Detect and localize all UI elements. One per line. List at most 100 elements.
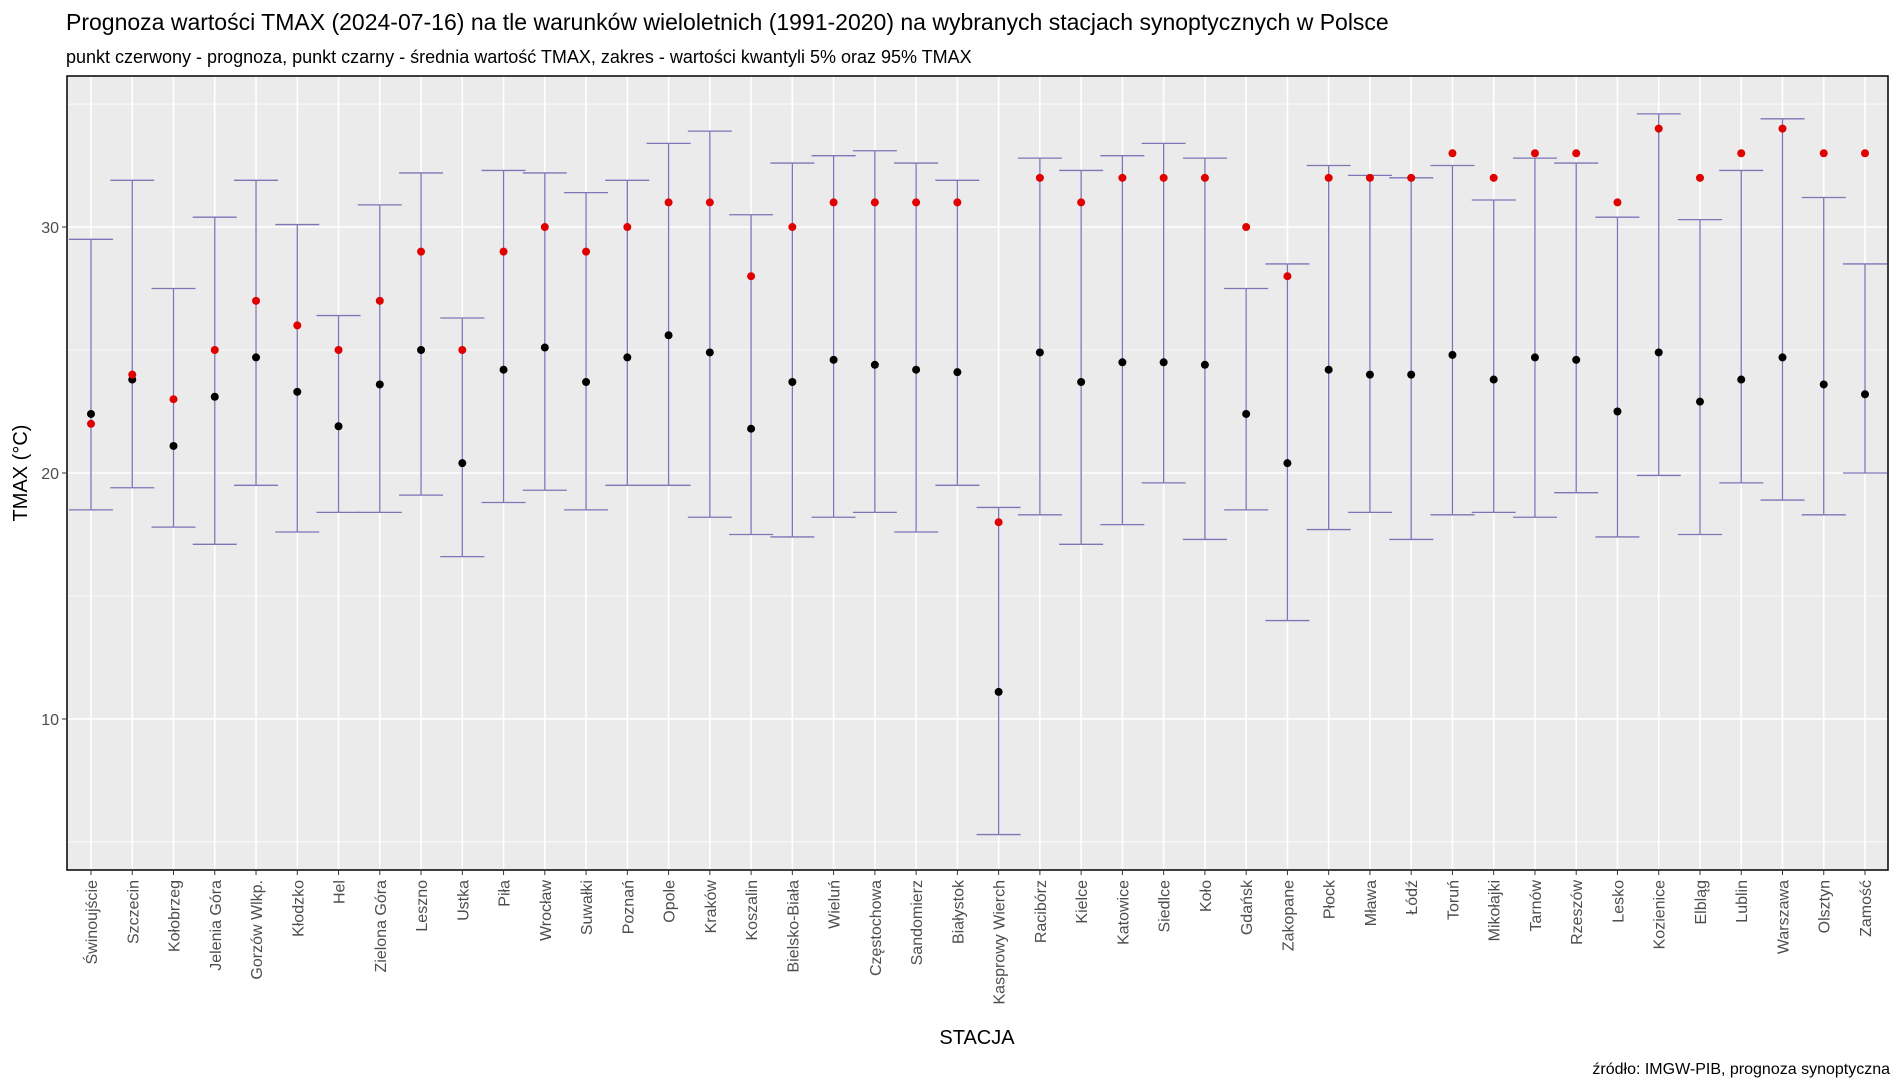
forecast-point <box>623 223 632 232</box>
mean-point <box>1737 375 1746 384</box>
mean-point <box>1572 355 1581 364</box>
mean-point <box>1324 365 1333 374</box>
mean-point <box>623 353 632 362</box>
x-tick-label: Leszno <box>414 880 431 932</box>
forecast-point <box>664 198 673 207</box>
mean-point <box>1819 380 1828 389</box>
forecast-point <box>210 346 219 355</box>
x-tick-label: Kłodzko <box>290 880 307 937</box>
mean-point <box>953 368 962 377</box>
y-tick-label: 10 <box>41 712 59 729</box>
x-tick-label: Toruń <box>1445 880 1462 920</box>
mean-point <box>912 365 921 374</box>
mean-point <box>1654 348 1663 357</box>
x-tick-label: Wieluń <box>827 880 844 929</box>
forecast-point <box>128 370 137 379</box>
mean-point <box>417 346 426 355</box>
forecast-point <box>1035 173 1044 182</box>
forecast-point <box>747 272 756 281</box>
forecast-point <box>1077 198 1086 207</box>
x-tick-label: Siedlce <box>1157 880 1174 933</box>
mean-point <box>1695 397 1704 406</box>
x-tick-label: Zakopane <box>1280 880 1297 951</box>
mean-point <box>499 365 508 374</box>
mean-point <box>334 422 343 431</box>
forecast-point <box>1613 198 1622 207</box>
mean-point <box>1159 358 1168 367</box>
x-tick-label: Ustka <box>455 880 472 921</box>
mean-point <box>1407 370 1416 379</box>
forecast-point <box>1819 149 1828 158</box>
forecast-point <box>1242 223 1251 232</box>
mean-point <box>458 459 467 468</box>
x-tick-label: Racibórz <box>1033 880 1050 943</box>
forecast-point <box>499 247 508 256</box>
forecast-point <box>1407 173 1416 182</box>
mean-point <box>1613 407 1622 416</box>
x-tick-label: Lesko <box>1610 880 1627 923</box>
forecast-point <box>582 247 591 256</box>
forecast-point <box>458 346 467 355</box>
forecast-point <box>1737 149 1746 158</box>
x-tick-label: Białystok <box>950 879 967 944</box>
mean-point <box>252 353 261 362</box>
x-axis: Świnoujście Szczecin Kołobrzeg Jelenia Góra… <box>82 870 1875 1004</box>
forecast-point <box>1283 272 1292 281</box>
x-tick-label: Mikołajki <box>1487 880 1504 941</box>
x-tick-label: Kraków <box>703 880 720 934</box>
mean-point <box>829 355 838 364</box>
x-tick-label: Koszalin <box>744 880 761 940</box>
mean-point <box>1530 353 1539 362</box>
x-tick-label: Kasprowy Wierch <box>992 880 1009 1004</box>
x-tick-label: Hel <box>332 880 349 904</box>
mean-point <box>210 392 219 401</box>
mean-point <box>1365 370 1374 379</box>
x-tick-label: Lublin <box>1734 880 1751 923</box>
chart-subtitle: punkt czerwony - prognoza, punkt czarny … <box>66 47 972 67</box>
x-tick-label: Częstochowa <box>868 880 885 976</box>
x-tick-label: Sandomierz <box>909 880 926 965</box>
x-axis-title: STACJA <box>939 1027 1015 1049</box>
forecast-point <box>1324 173 1333 182</box>
mean-point <box>1077 377 1086 386</box>
x-tick-label: Kielce <box>1074 880 1091 924</box>
marks <box>69 113 1887 836</box>
x-tick-label: Jelenia Góra <box>208 880 225 971</box>
x-tick-label: Piła <box>497 880 514 907</box>
mean-point <box>664 331 673 340</box>
forecast-point <box>87 419 95 428</box>
x-tick-label: Olsztyn <box>1817 880 1834 933</box>
x-tick-label: Tarnów <box>1528 880 1545 932</box>
mean-point <box>1035 348 1044 357</box>
forecast-point <box>1778 124 1787 133</box>
forecast-point <box>1695 173 1704 182</box>
mean-point <box>870 360 879 369</box>
forecast-point <box>788 223 797 232</box>
mean-point <box>1242 409 1251 418</box>
mean-point <box>705 348 714 357</box>
x-tick-label: Rzeszów <box>1569 880 1586 945</box>
caption: źródło: IMGW-PIB, prognoza synoptyczna <box>1592 1061 1890 1078</box>
forecast-point <box>1159 173 1168 182</box>
forecast-point <box>1654 124 1663 133</box>
forecast-point <box>252 296 261 305</box>
mean-point <box>87 409 95 418</box>
forecast-point <box>1448 149 1457 158</box>
x-tick-label: Suwałki <box>579 880 596 935</box>
mean-point <box>1861 390 1869 399</box>
forecast-point <box>1118 173 1127 182</box>
x-tick-label: Bielsko-Biała <box>785 880 802 973</box>
forecast-point <box>1200 173 1209 182</box>
x-tick-label: Świnoujście <box>82 880 101 965</box>
x-tick-label: Płock <box>1322 879 1339 919</box>
mean-point <box>1778 353 1787 362</box>
x-tick-label: Wrocław <box>538 880 555 941</box>
forecast-point <box>1861 149 1869 158</box>
forecast-point <box>1530 149 1539 158</box>
y-axis-title: TMAX (°C) <box>10 425 32 522</box>
x-tick-label: Opole <box>662 880 679 923</box>
y-axis: 10 20 30 <box>41 220 67 729</box>
x-tick-label: Katowice <box>1115 880 1132 945</box>
x-tick-label: Poznań <box>620 880 637 934</box>
y-tick-label: 30 <box>41 220 59 237</box>
